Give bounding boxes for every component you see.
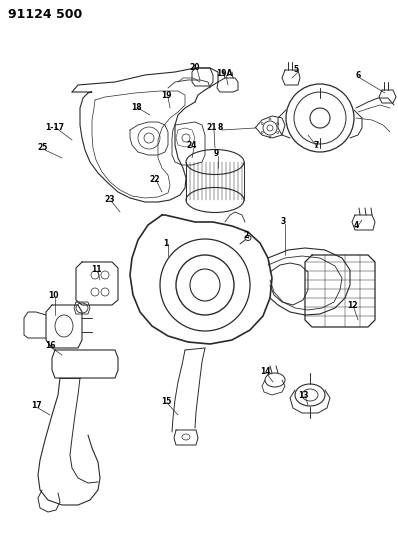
- Text: 4: 4: [353, 221, 359, 230]
- Text: 1-17: 1-17: [45, 123, 64, 132]
- Text: 2: 2: [243, 231, 249, 240]
- Text: 12: 12: [347, 302, 357, 311]
- Text: 21: 21: [207, 124, 217, 133]
- Text: 18: 18: [131, 103, 141, 112]
- Text: 7: 7: [313, 141, 319, 150]
- Text: 19: 19: [161, 92, 171, 101]
- Text: 25: 25: [38, 143, 48, 152]
- Text: 19A: 19A: [216, 69, 232, 78]
- Text: 9: 9: [213, 149, 219, 157]
- Text: 22: 22: [150, 175, 160, 184]
- Text: 3: 3: [280, 217, 286, 227]
- Text: 91124 500: 91124 500: [8, 8, 82, 21]
- Text: 8: 8: [217, 124, 223, 133]
- Text: 15: 15: [161, 398, 171, 407]
- Text: 13: 13: [298, 391, 308, 400]
- Text: 24: 24: [187, 141, 197, 150]
- Text: 16: 16: [45, 342, 55, 351]
- Text: 5: 5: [293, 66, 298, 75]
- Text: 11: 11: [91, 265, 101, 274]
- Text: 23: 23: [105, 196, 115, 205]
- Text: 10: 10: [48, 290, 58, 300]
- Text: 6: 6: [355, 71, 361, 80]
- Text: 20: 20: [190, 63, 200, 72]
- Text: 1: 1: [163, 238, 169, 247]
- Text: 17: 17: [31, 401, 41, 410]
- Text: 14: 14: [260, 367, 270, 376]
